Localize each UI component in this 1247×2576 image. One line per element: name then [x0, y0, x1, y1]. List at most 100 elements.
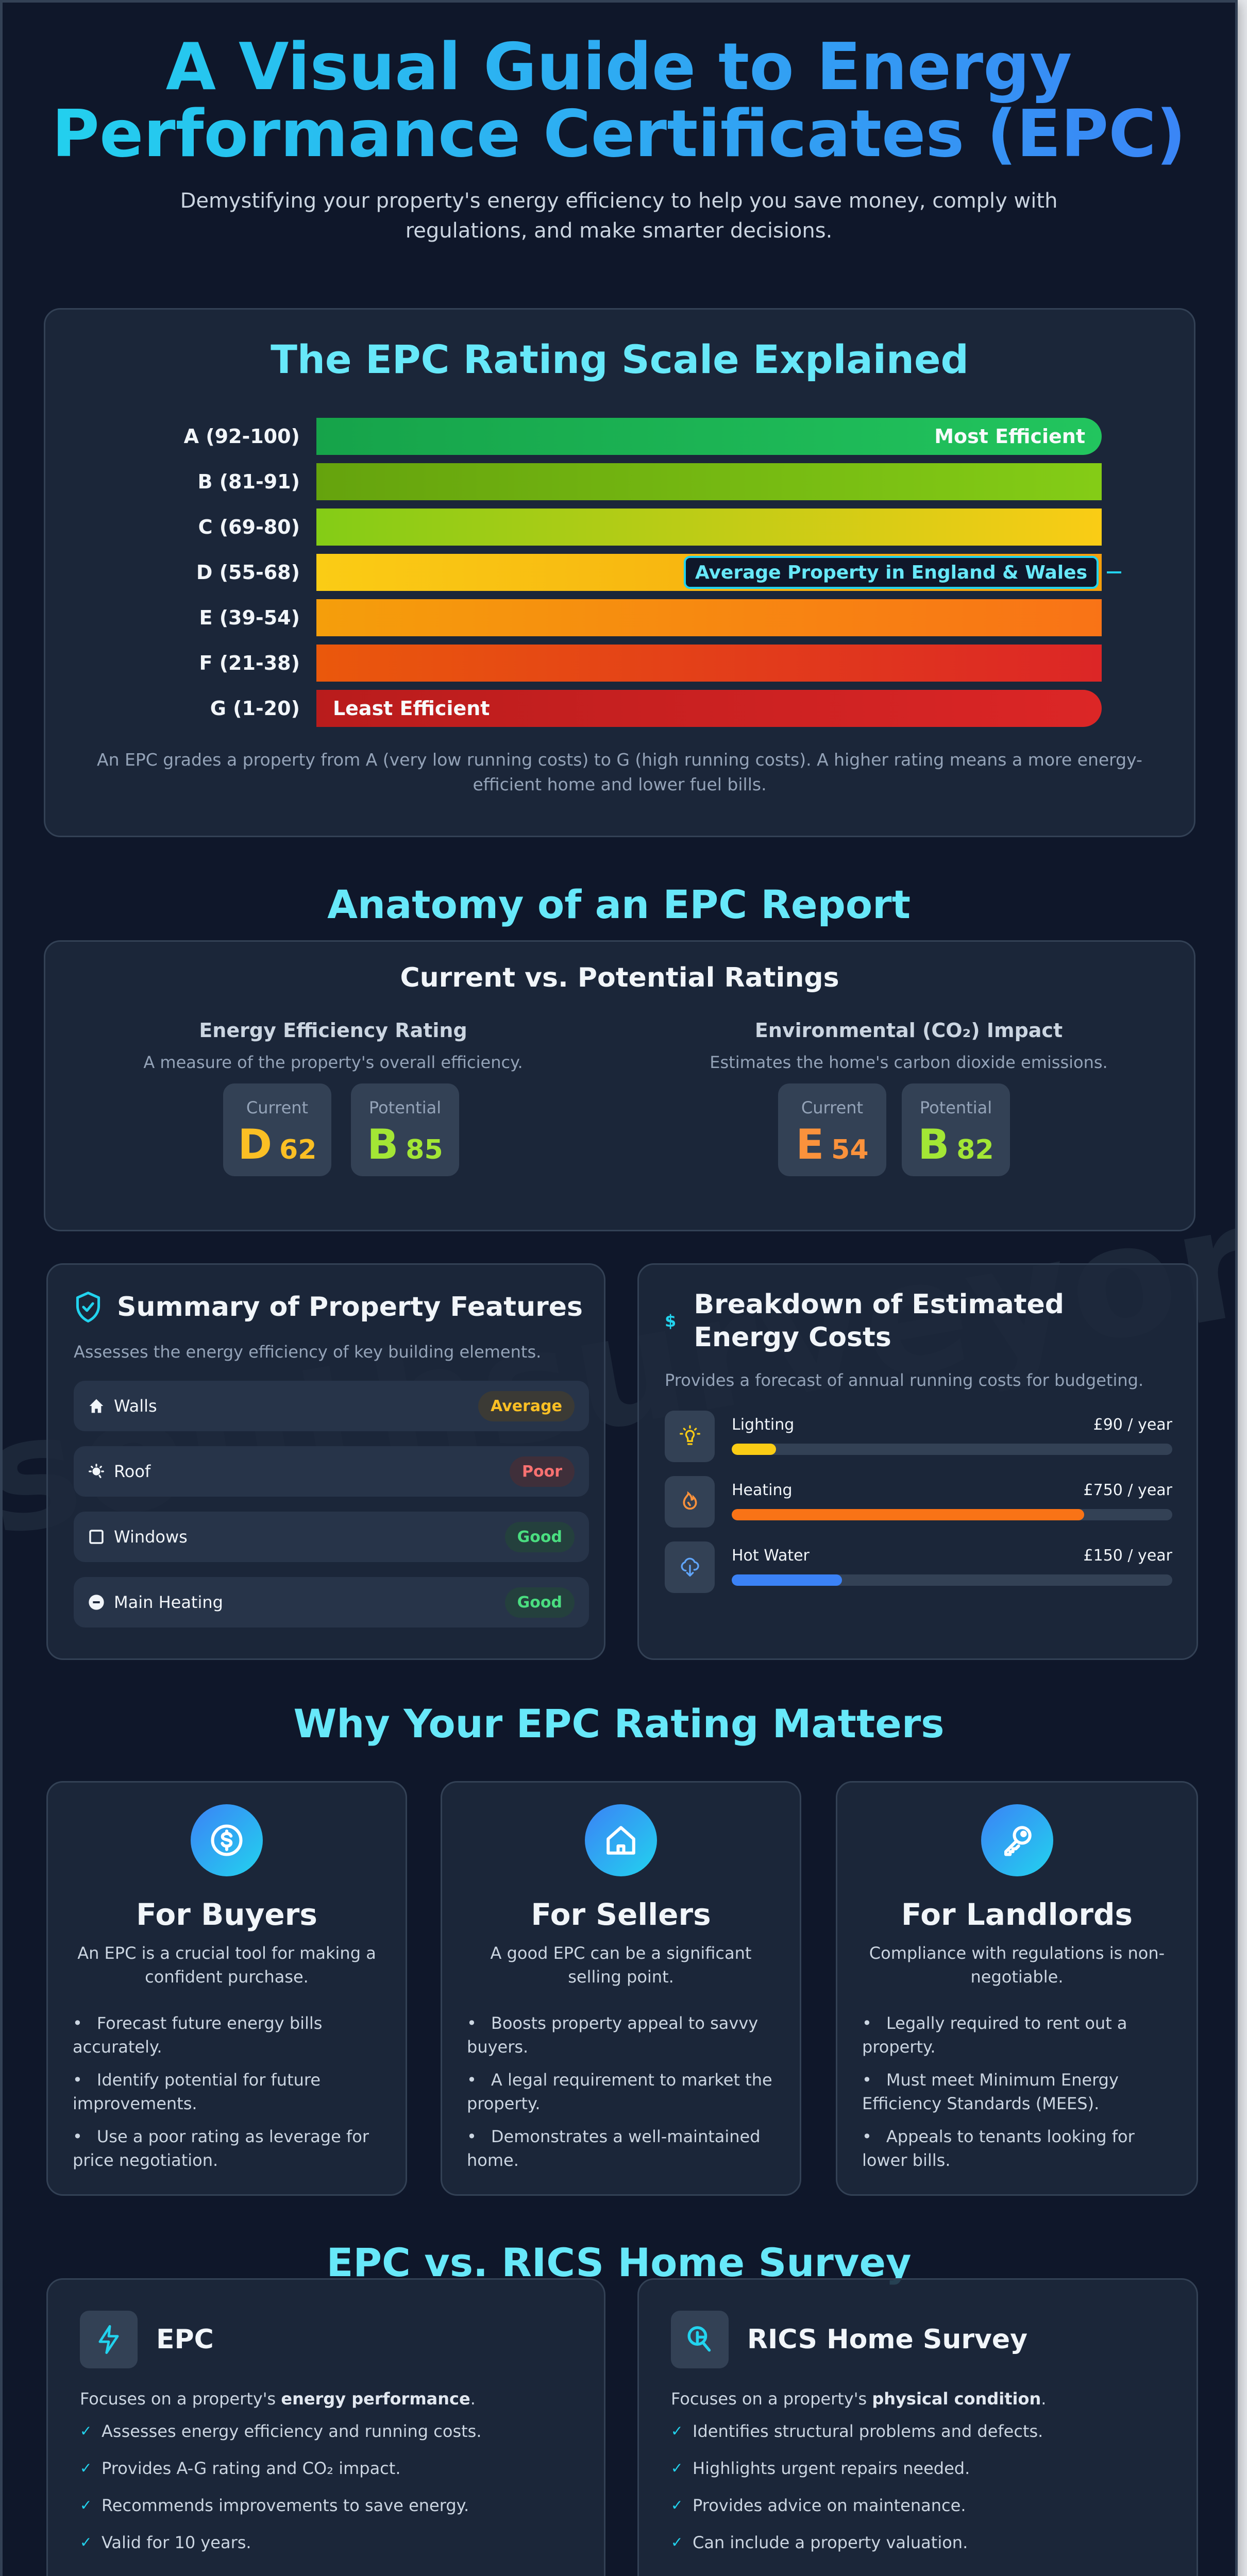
list-item: Demonstrates a well-maintained home.	[467, 2125, 777, 2172]
ratings-card-title: Current vs. Potential Ratings	[400, 962, 839, 993]
lightning-icon	[80, 2311, 138, 2368]
rating-row-f: F (21-38)	[123, 645, 1102, 682]
flame-icon	[665, 1476, 715, 1528]
rating-bar-e	[316, 599, 1102, 636]
epc-compare-card: EPC Focuses on a property's energy perfo…	[46, 2278, 605, 2576]
rating-score: 62	[279, 1134, 317, 1165]
status-badge: Average	[478, 1391, 575, 1421]
feature-name: Main Heating	[114, 1592, 223, 1612]
list-item: Forecast future energy bills accurately.	[73, 2011, 383, 2059]
average-property-marker: Average Property in England & Wales	[683, 556, 1099, 589]
energy-costs-panel: $ Breakdown of Estimated Energy Costs Pr…	[637, 1263, 1198, 1660]
environmental-potential-rating: Potential B 82	[902, 1083, 1010, 1176]
buyers-card: For Buyers An EPC is a crucial tool for …	[46, 1781, 407, 2196]
rating-label: F (21-38)	[199, 652, 300, 674]
feature-name: Windows	[114, 1527, 188, 1547]
cost-bar-track	[732, 1574, 1172, 1586]
cloud-download-icon	[665, 1541, 715, 1593]
landlords-desc: Compliance with regulations is non-negot…	[869, 1943, 1165, 1987]
point-text: Highlights urgent repairs needed.	[693, 2459, 970, 2478]
rating-grade: B	[918, 1121, 950, 1168]
list-item: Must meet Minimum Energy Efficiency Stan…	[862, 2068, 1174, 2115]
rating-row-e: E (39-54)	[123, 599, 1102, 636]
rating-label: A (92-100)	[183, 425, 300, 448]
feature-row-walls: Walls Average	[74, 1381, 589, 1431]
list-item: ✓ Provides advice on maintenance.	[671, 2494, 1197, 2517]
energy-potential-rating: Potential B 85	[351, 1083, 459, 1176]
list-item: ✓ Provides A-G rating and CO₂ impact.	[80, 2457, 604, 2480]
key-icon	[981, 1804, 1053, 1876]
lightbulb-icon	[665, 1411, 715, 1462]
rating-label: G (1-20)	[210, 697, 300, 720]
features-header: Summary of Property Features	[74, 1291, 583, 1324]
point-text: Assesses energy efficiency and running c…	[102, 2421, 482, 2441]
rating-row-d: D (55-68) Average Property in England & …	[123, 554, 1121, 591]
list-item: Identify potential for future improvemen…	[73, 2068, 383, 2115]
list-item: ✓ Can include a property valuation.	[671, 2531, 1197, 2554]
point-text: Provides advice on maintenance.	[693, 2496, 966, 2515]
rating-bar-a: Most Efficient	[316, 418, 1102, 455]
energy-efficiency-desc: A measure of the property's overall effi…	[143, 1053, 523, 1072]
cost-name: Hot Water	[732, 1547, 810, 1565]
average-property-label: Average Property in England & Wales	[695, 562, 1087, 583]
list-item: ✓ Assesses energy efficiency and running …	[80, 2420, 604, 2443]
energy-efficiency-title: Energy Efficiency Rating	[199, 1019, 467, 1042]
rating-label: C (69-80)	[198, 516, 300, 538]
house-outline-icon	[585, 1804, 657, 1876]
why-title: Why Your EPC Rating Matters	[293, 1701, 945, 1747]
property-features-panel: Summary of Property Features Assesses th…	[46, 1263, 605, 1660]
status-badge: Poor	[509, 1456, 575, 1487]
epc-compare-title: EPC	[156, 2324, 214, 2355]
cost-row-lighting: Lighting £90 / year	[665, 1411, 1172, 1462]
sellers-points: Boosts property appeal to savvy buyers. …	[467, 2011, 777, 2172]
rating-box-label: Current	[801, 1098, 864, 1117]
coin-dollar-icon	[191, 1804, 263, 1876]
desc-text: Focuses on a property's	[80, 2389, 281, 2409]
feature-row-main-heating: Main Heating Good	[74, 1577, 589, 1628]
house-icon	[89, 1399, 104, 1413]
rating-scale-footnote: An EPC grades a property from A (very lo…	[97, 750, 1142, 794]
rating-scale-title: The EPC Rating Scale Explained	[271, 336, 969, 382]
costs-header: $ Breakdown of Estimated Energy Costs	[665, 1288, 1159, 1354]
cost-value: £750 / year	[1083, 1481, 1172, 1499]
most-efficient-label: Most Efficient	[934, 425, 1085, 448]
cost-name: Heating	[732, 1481, 793, 1499]
feature-row-windows: Windows Good	[74, 1512, 589, 1562]
check-icon: ✓	[671, 2422, 683, 2439]
environmental-impact-column: Environmental (CO₂) Impact Estimates the…	[621, 942, 1197, 1230]
energy-efficiency-column: Energy Efficiency Rating A measure of th…	[45, 942, 621, 1230]
desc-text: .	[1041, 2389, 1047, 2409]
sun-icon	[89, 1464, 104, 1478]
costs-title: Breakdown of Estimated Energy Costs	[694, 1289, 1065, 1353]
anatomy-title: Anatomy of an EPC Report	[327, 882, 911, 927]
energy-current-rating: Current D 62	[223, 1083, 331, 1176]
minus-circle-icon	[89, 1595, 104, 1610]
point-text: Provides A-G rating and CO₂ impact.	[102, 2459, 401, 2478]
rating-label: B (81-91)	[197, 470, 300, 493]
rating-row-b: B (81-91)	[123, 463, 1102, 500]
rics-compare-header: RICS Home Survey	[671, 2311, 1197, 2368]
desc-bold: energy performance	[281, 2389, 470, 2409]
rating-bar-d: Average Property in England & Wales	[316, 554, 1121, 591]
epc-compare-header: EPC	[80, 2311, 604, 2368]
rics-compare-title: RICS Home Survey	[747, 2324, 1028, 2355]
rating-grade: B	[367, 1121, 399, 1168]
rating-score: 85	[406, 1134, 443, 1165]
rating-label: D (55-68)	[196, 561, 300, 584]
check-icon: ✓	[80, 2534, 92, 2551]
epc-compare-desc: Focuses on a property's energy performan…	[80, 2389, 604, 2409]
desc-text: .	[470, 2389, 476, 2409]
list-item: A legal requirement to market the proper…	[467, 2068, 777, 2115]
features-desc: Assesses the energy efficiency of key bu…	[74, 1342, 542, 1362]
landlords-card: For Landlords Compliance with regulation…	[836, 1781, 1198, 2196]
shield-check-icon	[76, 1292, 100, 1323]
check-icon: ✓	[671, 2497, 683, 2514]
rating-box-label: Potential	[919, 1098, 992, 1117]
desc-bold: physical condition	[872, 2389, 1041, 2409]
rating-bar-f	[316, 645, 1102, 682]
rating-box-label: Current	[246, 1098, 309, 1117]
cost-bar-fill-lighting	[732, 1444, 776, 1455]
environmental-impact-title: Environmental (CO₂) Impact	[754, 1019, 1063, 1042]
cost-bar-fill-hot-water	[732, 1574, 842, 1586]
page-title-line-1: A Visual Guide to Energy	[165, 29, 1072, 105]
